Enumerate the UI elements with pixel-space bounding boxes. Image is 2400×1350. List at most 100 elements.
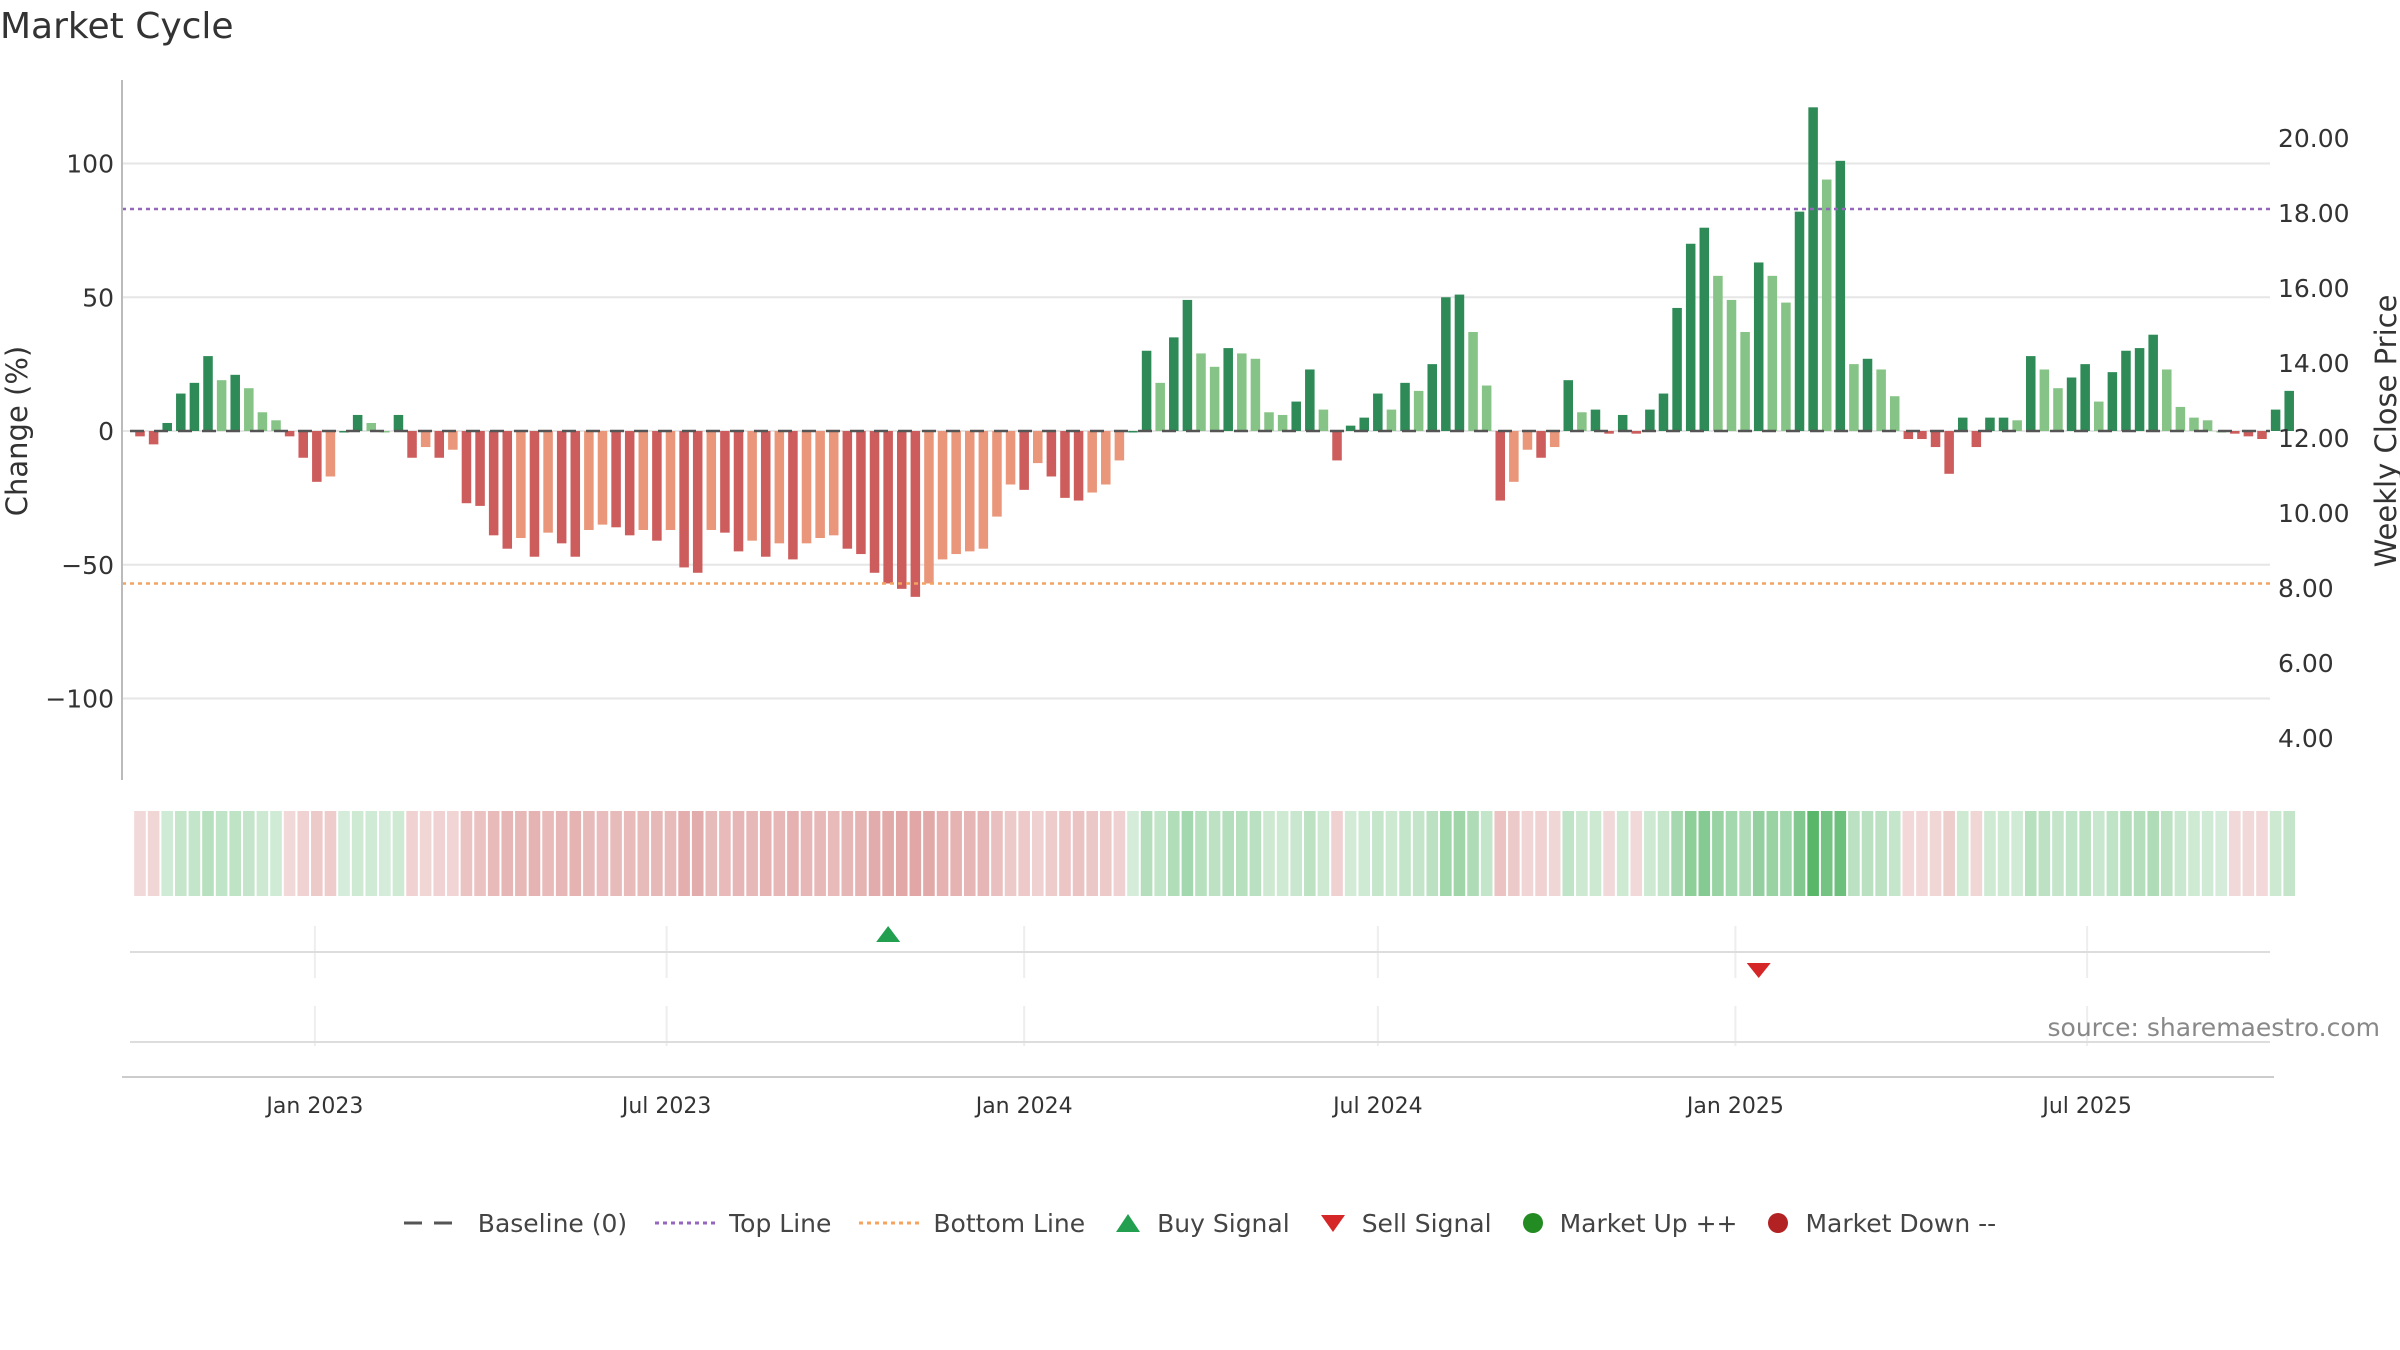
heat-cell bbox=[1657, 811, 1670, 896]
buy-triangle-icon bbox=[1116, 1214, 1141, 1232]
y-tick-label: −50 bbox=[61, 551, 114, 580]
bar bbox=[148, 431, 159, 445]
bar bbox=[720, 431, 730, 533]
heat-cell bbox=[623, 811, 636, 896]
bar bbox=[1509, 431, 1519, 482]
heat-cell bbox=[1548, 811, 1561, 896]
heat-cell bbox=[1943, 811, 1955, 896]
bar bbox=[380, 431, 390, 433]
heat-cell bbox=[515, 811, 527, 896]
heat-cell bbox=[1793, 811, 1806, 896]
y-tick-label: 0 bbox=[98, 417, 114, 446]
bar bbox=[964, 431, 975, 552]
heat-cell bbox=[1099, 811, 1112, 896]
heat-cell bbox=[1807, 811, 1819, 896]
axes: −100 −50 0 50 100 Change (%) 4.00 6.00 8.00 10.00… bbox=[0, 80, 2400, 1119]
heat-cell bbox=[1712, 811, 1724, 896]
bar bbox=[2148, 334, 2158, 431]
bar bbox=[2134, 348, 2145, 431]
bar bbox=[1481, 385, 1492, 431]
heat-cell bbox=[256, 811, 269, 896]
heat-cell bbox=[1875, 811, 1887, 896]
bar bbox=[2270, 409, 2281, 431]
heat-cell bbox=[1834, 811, 1847, 896]
heat-cell bbox=[719, 811, 731, 896]
bar bbox=[203, 356, 213, 431]
heat-cell bbox=[406, 811, 418, 896]
bar bbox=[1087, 431, 1097, 493]
bar bbox=[1672, 307, 1682, 431]
heat-cell bbox=[2147, 811, 2159, 896]
bar bbox=[1427, 364, 1438, 431]
bar bbox=[420, 431, 431, 448]
bar bbox=[2012, 420, 2022, 431]
heat-cell bbox=[827, 811, 840, 896]
heat-cell bbox=[1603, 811, 1615, 896]
heat-cell bbox=[569, 811, 582, 896]
heat-cell bbox=[188, 811, 201, 896]
heat-cell bbox=[2188, 811, 2200, 896]
bar bbox=[325, 431, 336, 477]
market-up-dot-icon bbox=[1522, 1213, 1543, 1233]
heat-cell bbox=[2269, 811, 2282, 896]
heat-cell bbox=[1684, 811, 1697, 896]
bar bbox=[298, 431, 308, 458]
heat-cell bbox=[1888, 811, 1901, 896]
bar bbox=[1468, 332, 1478, 431]
bar bbox=[856, 431, 866, 555]
bar bbox=[1019, 431, 1029, 490]
heat-cell bbox=[270, 811, 282, 896]
y-axis-label: Change (%) bbox=[0, 346, 34, 516]
bar bbox=[706, 431, 717, 530]
bar bbox=[788, 431, 798, 560]
bar bbox=[2053, 388, 2063, 431]
heat-cell bbox=[1072, 811, 1085, 896]
bar bbox=[1373, 393, 1383, 431]
legend-top-line: Top Line bbox=[655, 1209, 831, 1238]
bar bbox=[516, 431, 526, 538]
bar bbox=[1413, 390, 1424, 431]
heat-cell bbox=[2106, 811, 2119, 896]
bar bbox=[2189, 417, 2199, 431]
heat-cell bbox=[1848, 811, 1860, 896]
y-tick-label: 50 bbox=[82, 283, 114, 312]
bar bbox=[461, 431, 472, 504]
heat-cell bbox=[338, 811, 350, 896]
heat-cell bbox=[1630, 811, 1643, 896]
heat-cell bbox=[678, 811, 690, 896]
heat-cell bbox=[2228, 811, 2241, 896]
bar bbox=[2039, 369, 2050, 431]
bar bbox=[1590, 409, 1601, 431]
signal-panel bbox=[122, 926, 2274, 1078]
bar bbox=[1305, 369, 1315, 431]
reference-lines bbox=[122, 207, 2270, 585]
bar bbox=[951, 431, 961, 555]
heat-cell bbox=[1304, 811, 1316, 896]
heat-cell bbox=[1494, 811, 1507, 896]
heat-cell bbox=[2215, 811, 2227, 896]
bar bbox=[1169, 337, 1179, 431]
bar bbox=[896, 431, 907, 589]
bar bbox=[801, 431, 812, 544]
heat-cell bbox=[297, 811, 310, 896]
heat-cell bbox=[2256, 811, 2268, 896]
bar bbox=[910, 431, 921, 597]
bar bbox=[2107, 372, 2118, 431]
y2-tick-label: 18.00 bbox=[2278, 199, 2350, 228]
bar bbox=[1345, 425, 1356, 431]
bar bbox=[760, 431, 771, 557]
heat-cell bbox=[651, 811, 663, 896]
heat-cell bbox=[542, 811, 554, 896]
heat-cell bbox=[1521, 811, 1534, 896]
bar bbox=[1685, 243, 1696, 431]
legend-sell: Sell Signal bbox=[1318, 1209, 1492, 1238]
heat-cell bbox=[1181, 811, 1194, 896]
heat-cell bbox=[759, 811, 772, 896]
heat-cell bbox=[2120, 811, 2132, 896]
bar bbox=[1985, 417, 1995, 431]
bar bbox=[1794, 211, 1805, 431]
heat-cell bbox=[1956, 811, 1969, 896]
heat-cell bbox=[855, 811, 867, 896]
bar bbox=[638, 431, 649, 530]
bar bbox=[1808, 107, 1818, 431]
